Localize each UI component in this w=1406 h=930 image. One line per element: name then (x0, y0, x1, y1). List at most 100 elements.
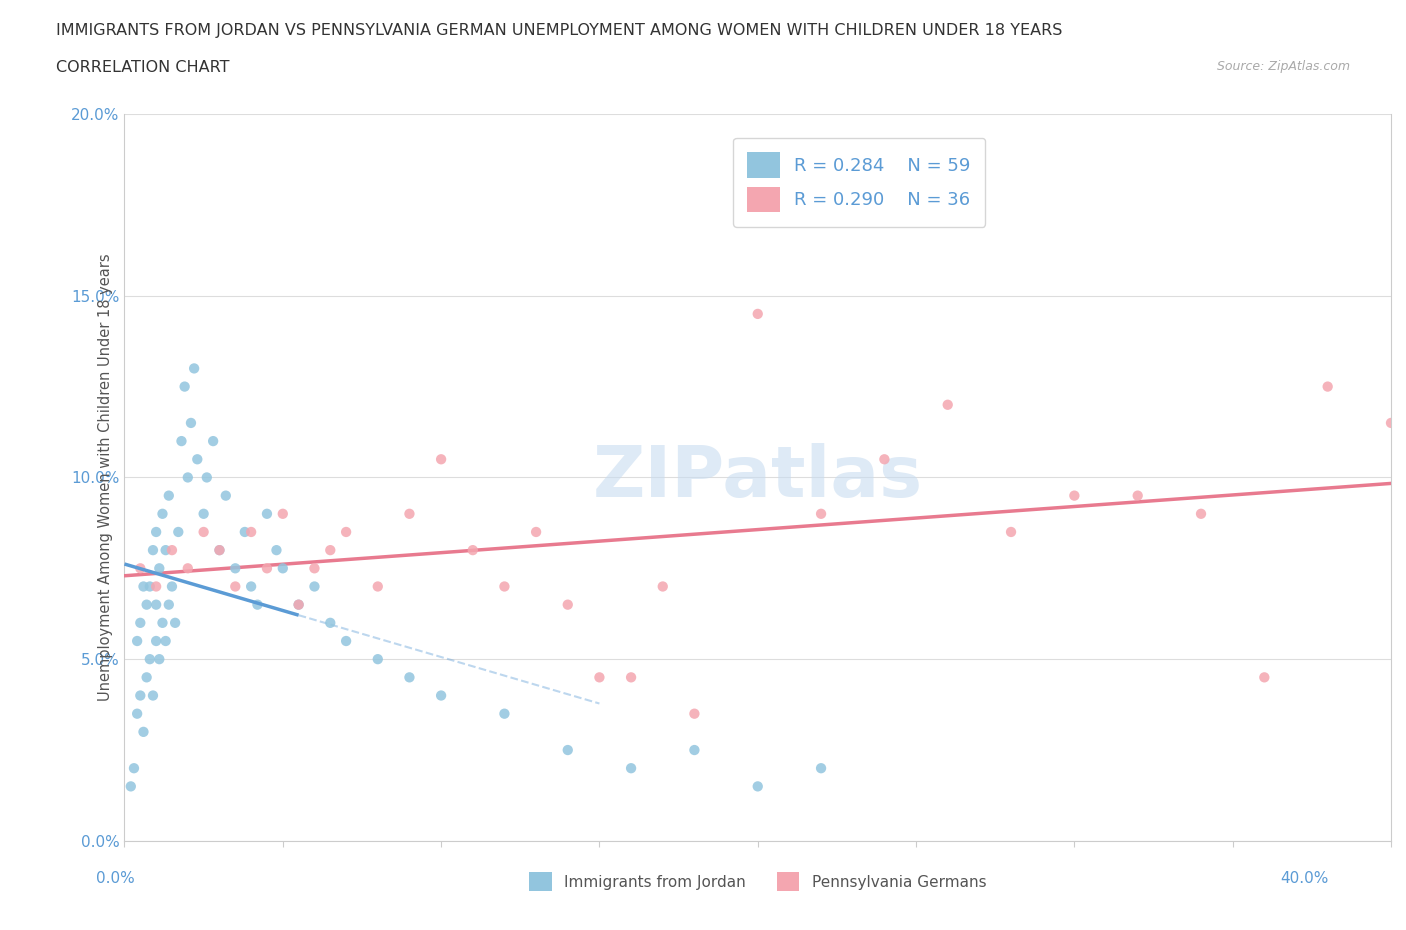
Point (461, 543, 484, 558)
Point (233, 525, 256, 539)
Point (557, 742, 579, 757)
Point (132, 579, 155, 594)
Point (157, 597, 180, 612)
Point (620, 670, 643, 684)
Point (936, 397, 959, 412)
Point (173, 379, 195, 394)
Point (157, 488, 180, 503)
Point (167, 525, 190, 539)
Point (160, 579, 183, 594)
Point (142, 688, 165, 703)
Point (319, 543, 342, 558)
Point (1253, 670, 1275, 684)
Point (177, 470, 200, 485)
Point (588, 670, 610, 684)
Point (319, 616, 342, 631)
Point (398, 506, 420, 521)
Point (186, 452, 208, 467)
Point (266, 543, 288, 558)
Point (165, 616, 187, 631)
Point (810, 506, 832, 521)
Point (287, 597, 309, 612)
Point (129, 688, 152, 703)
Point (127, 633, 149, 648)
Point (139, 652, 162, 667)
Point (202, 433, 225, 448)
Point (271, 561, 294, 576)
Point (246, 597, 269, 612)
Text: CORRELATION CHART: CORRELATION CHART (56, 60, 229, 75)
Point (335, 633, 357, 648)
Point (145, 525, 167, 539)
Point (256, 561, 278, 576)
Point (139, 579, 162, 594)
Point (873, 452, 896, 467)
Text: Source: ZipAtlas.com: Source: ZipAtlas.com (1216, 60, 1350, 73)
Point (1316, 379, 1339, 394)
Point (271, 506, 294, 521)
Point (145, 579, 167, 594)
Point (170, 433, 193, 448)
Point (304, 561, 326, 576)
Point (494, 579, 516, 594)
Point (747, 779, 769, 794)
Point (152, 616, 174, 631)
Point (193, 506, 215, 521)
Point (127, 706, 149, 721)
Point (367, 652, 389, 667)
Point (398, 670, 420, 684)
Point (1000, 525, 1022, 539)
Point (557, 597, 579, 612)
Point (160, 543, 183, 558)
Point (148, 561, 170, 576)
Point (224, 579, 246, 594)
Point (177, 561, 200, 576)
Point (155, 543, 177, 558)
Point (240, 579, 263, 594)
Point (524, 525, 547, 539)
Point (747, 307, 769, 322)
Point (224, 561, 246, 576)
Point (1379, 416, 1402, 431)
Point (135, 670, 157, 684)
Point (240, 525, 263, 539)
Point (155, 633, 177, 648)
Point (430, 452, 453, 467)
Point (335, 525, 357, 539)
Text: ZIPatlas: ZIPatlas (593, 443, 922, 512)
Point (430, 688, 453, 703)
Point (208, 543, 231, 558)
Point (1126, 488, 1149, 503)
Point (135, 597, 157, 612)
Point (180, 416, 202, 431)
Point (122, 761, 145, 776)
Point (193, 525, 215, 539)
Point (810, 761, 832, 776)
Legend: R = 0.284    N = 59, R = 0.290    N = 36: R = 0.284 N = 59, R = 0.290 N = 36 (733, 138, 986, 227)
Point (148, 652, 170, 667)
Point (183, 361, 205, 376)
Text: 40.0%: 40.0% (1281, 871, 1329, 886)
Point (683, 706, 706, 721)
Y-axis label: Unemployment Among Women with Children Under 18 years: Unemployment Among Women with Children U… (98, 254, 114, 701)
Point (152, 506, 174, 521)
Point (494, 706, 516, 721)
Point (129, 561, 152, 576)
Point (1189, 506, 1212, 521)
Point (142, 543, 165, 558)
Point (620, 761, 643, 776)
Point (256, 506, 278, 521)
Point (132, 724, 155, 739)
Point (215, 488, 238, 503)
Text: 0.0%: 0.0% (96, 871, 135, 886)
Point (304, 579, 326, 594)
Point (683, 742, 706, 757)
Point (367, 579, 389, 594)
Point (287, 597, 309, 612)
Point (651, 579, 673, 594)
Point (145, 633, 167, 648)
Point (1063, 488, 1085, 503)
Point (208, 543, 231, 558)
Point (145, 597, 167, 612)
Point (195, 470, 218, 485)
